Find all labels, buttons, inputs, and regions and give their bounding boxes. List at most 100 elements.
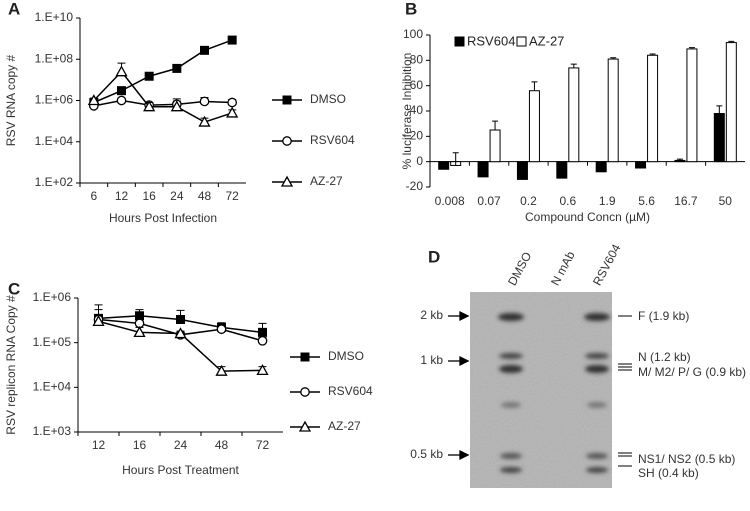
- marker: [257, 335, 268, 346]
- marker: [227, 97, 238, 108]
- y-tick-label: 80: [410, 53, 424, 67]
- error-bar: [519, 177, 526, 180]
- chart-panel: A RSV RNA copy # Hours Post Infection 1.E+0…: [4, 0, 355, 225]
- legend-label: DMSO: [310, 92, 346, 106]
- y-tick-label: -20: [406, 179, 424, 193]
- band-ticks: [618, 315, 632, 467]
- x-tick-label: 12: [115, 189, 129, 203]
- band: [501, 402, 521, 408]
- y-tick-label: 1.E+05: [33, 335, 72, 349]
- marker: [256, 364, 269, 376]
- y-axis-title: RSV RNA copy #: [4, 54, 18, 146]
- bar: [516, 161, 528, 180]
- y-tick-label: 100: [403, 27, 423, 41]
- error-bar: [716, 105, 723, 114]
- bar: [647, 54, 659, 163]
- bar: [686, 48, 698, 163]
- bar: [725, 42, 737, 163]
- x-tick-label: 0.008: [435, 194, 465, 208]
- error-bar: [649, 53, 656, 56]
- marker: [216, 324, 227, 335]
- x-tick-label: 12: [92, 438, 106, 452]
- bar: [438, 161, 450, 170]
- y-tick-label: 1.E+03: [33, 424, 72, 438]
- size-marker: 2 kb: [420, 308, 443, 322]
- lane-label: DMSO: [505, 250, 534, 288]
- legend-swatch: [516, 36, 527, 47]
- y-tick-label: 1.E+06: [35, 93, 74, 107]
- legend-label: DMSO: [328, 349, 364, 363]
- band: [499, 353, 523, 359]
- marker: [174, 327, 187, 339]
- marker: [176, 315, 185, 325]
- marker: [116, 95, 127, 106]
- lane-label: RSV604: [590, 242, 623, 288]
- blot-bands: [498, 313, 610, 473]
- bar: [607, 58, 619, 163]
- panel-letter: C: [8, 279, 20, 298]
- band: [585, 365, 609, 373]
- marker-arrows: [448, 310, 470, 461]
- x-tick-label: 5.6: [638, 194, 655, 208]
- error-bar: [598, 167, 605, 172]
- error-bar: [558, 172, 565, 179]
- panel-letter: B: [405, 0, 417, 18]
- x-tick-label: 1.9: [599, 194, 616, 208]
- size-marker: 1 kb: [420, 353, 443, 367]
- marker: [282, 95, 292, 105]
- marker: [300, 387, 310, 397]
- marker: [199, 96, 210, 107]
- y-tick-label: 1.E+06: [33, 290, 72, 304]
- band: [585, 353, 609, 359]
- x-tick-label: 24: [170, 189, 184, 203]
- error-bar: [480, 171, 487, 177]
- marker: [170, 100, 183, 112]
- marker: [215, 364, 228, 376]
- y-tick-label: 1.E+04: [35, 134, 74, 148]
- x-tick-label: 16: [142, 189, 156, 203]
- x-tick-label: 72: [256, 438, 270, 452]
- marker: [144, 71, 154, 81]
- error-bar: [531, 81, 538, 91]
- chart-panel: B % luciferase Inhibition Compound Concn (…: [400, 0, 745, 224]
- marker: [92, 315, 105, 327]
- error-bar: [440, 167, 447, 170]
- bar: [674, 159, 686, 163]
- x-tick-label: 50: [719, 194, 733, 208]
- x-axis-title: Compound Concn (µM): [525, 210, 650, 224]
- marker: [227, 35, 237, 45]
- legend-label: RSV604: [467, 33, 515, 48]
- marker: [300, 352, 310, 362]
- x-tick-label: 16: [133, 438, 147, 452]
- series-line: [93, 99, 233, 107]
- y-tick-label: 1.E+08: [35, 51, 74, 65]
- bar: [568, 67, 580, 163]
- x-tick-label: 0.6: [559, 194, 576, 208]
- band: [499, 365, 523, 373]
- panel-letter: A: [8, 0, 20, 18]
- size-marker: 0.5 kb: [410, 447, 443, 461]
- x-tick-label: 0.2: [520, 194, 537, 208]
- legend-label: RSV604: [328, 384, 373, 398]
- band-label: SH (0.4 kb): [638, 466, 699, 480]
- y-axis-title: RSV replicon RNA Copy #: [4, 295, 18, 435]
- error-bar: [688, 47, 695, 49]
- y-tick-label: 60: [410, 78, 424, 92]
- marker: [258, 327, 267, 337]
- marker: [172, 63, 182, 73]
- x-tick-label: 48: [215, 438, 229, 452]
- marker: [298, 420, 312, 432]
- y-tick-label: 1.E+10: [35, 10, 74, 24]
- x-tick-label: 0.07: [477, 194, 501, 208]
- legend-swatch: [454, 36, 465, 47]
- x-tick-label: 72: [225, 189, 239, 203]
- y-tick-label: 40: [410, 103, 424, 117]
- legend-label: AZ-27: [328, 419, 361, 433]
- error-bar: [676, 158, 683, 161]
- bar: [489, 129, 501, 163]
- x-axis-title: Hours Post Infection: [109, 211, 217, 225]
- error-bar: [610, 57, 617, 60]
- y-tick-label: 1.E+02: [35, 175, 74, 189]
